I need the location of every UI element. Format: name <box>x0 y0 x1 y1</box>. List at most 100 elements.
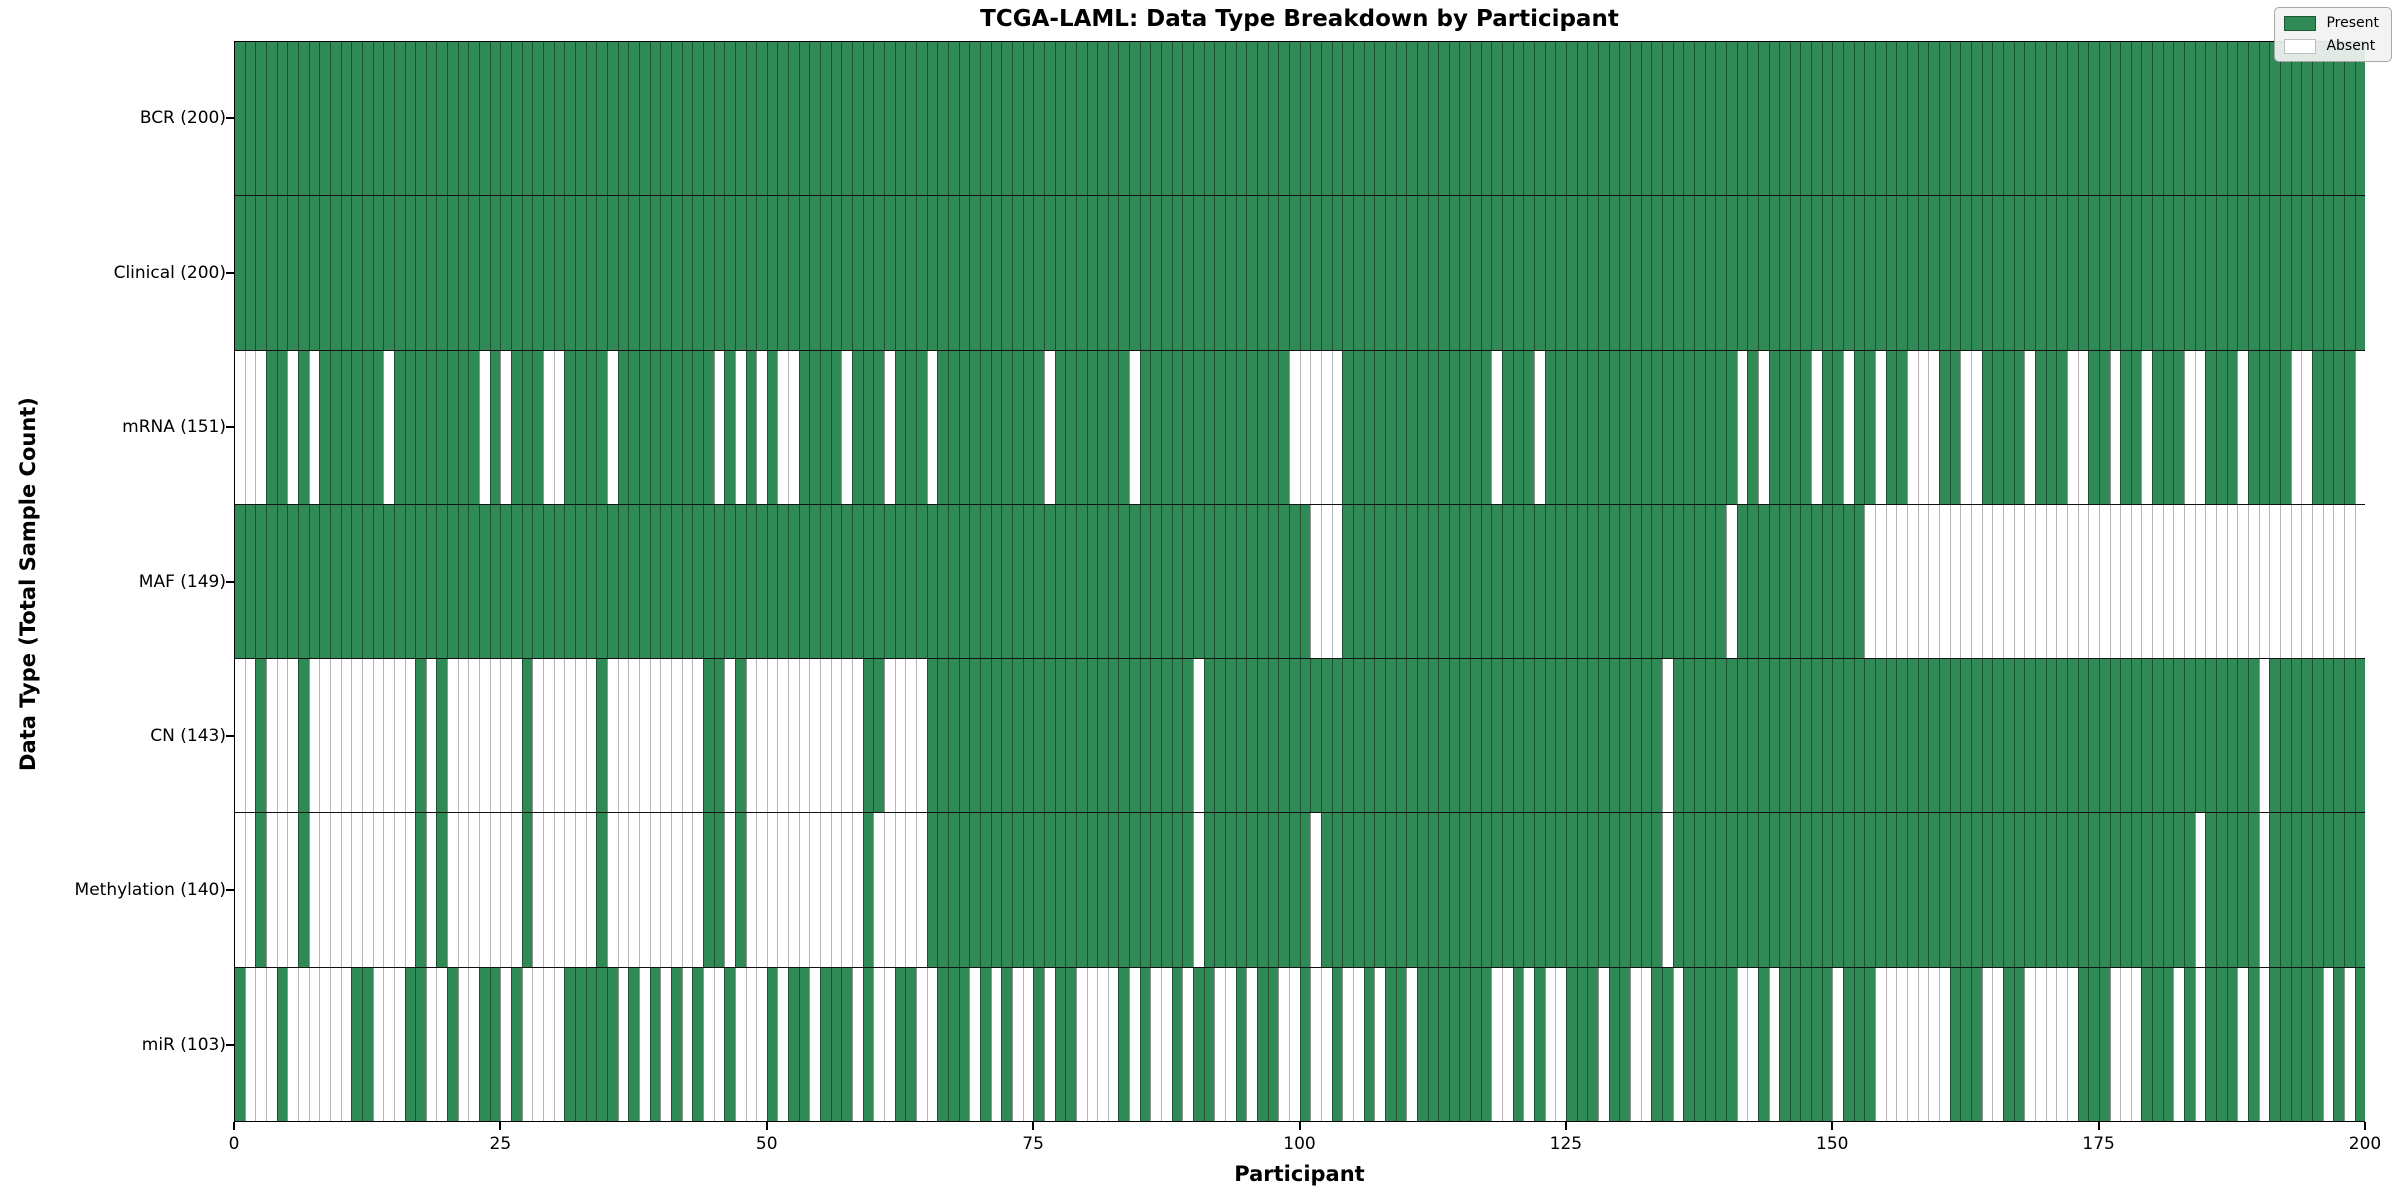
cell-miR-p126 <box>1576 967 1588 1121</box>
cell-miR-p97 <box>1267 967 1279 1121</box>
cell-MAF-p108 <box>1384 504 1396 659</box>
cell-miR-p165 <box>1992 967 2003 1121</box>
cell-CN-p17 <box>415 659 426 813</box>
cell-MAF-p188 <box>2237 504 2249 659</box>
cell-mRNA-p81 <box>1097 350 1108 504</box>
cell-CN-p76 <box>1043 659 1055 813</box>
cell-MAF-p147 <box>1800 504 1812 659</box>
cell-Clinical-p199 <box>2354 196 2366 350</box>
cell-Methylation-p160 <box>1939 813 1950 967</box>
cell-CN-p5 <box>287 659 298 813</box>
cell-Methylation-p81 <box>1097 813 1108 967</box>
cell-mRNA-p96 <box>1257 350 1268 504</box>
cell-miR-p65 <box>926 967 938 1121</box>
cell-Methylation-p127 <box>1587 813 1598 967</box>
cell-MAF-p140 <box>1725 504 1737 659</box>
cell-miR-p136 <box>1683 967 1694 1121</box>
cell-Clinical-p140 <box>1725 196 1737 350</box>
cell-miR-p58 <box>852 967 863 1121</box>
cell-BCR-p101 <box>1310 42 1321 196</box>
cell-mRNA-p99 <box>1288 350 1300 504</box>
cell-CN-p186 <box>2216 659 2227 813</box>
cell-miR-p21 <box>457 967 469 1121</box>
cell-mRNA-p50 <box>766 350 778 504</box>
cell-CN-p102 <box>1320 659 1332 813</box>
cell-MAF-p126 <box>1576 504 1588 659</box>
cell-MAF-p184 <box>2194 504 2206 659</box>
cell-Methylation-p100 <box>1299 813 1311 967</box>
cell-Clinical-p49 <box>756 196 767 350</box>
cell-mRNA-p131 <box>1629 350 1641 504</box>
cell-MAF-p28 <box>532 504 544 659</box>
cell-CN-p9 <box>329 659 341 813</box>
cell-miR-p135 <box>1672 967 1684 1121</box>
cell-BCR-p74 <box>1022 42 1034 196</box>
cell-mRNA-p130 <box>1619 350 1630 504</box>
cell-Clinical-p187 <box>2226 196 2238 350</box>
cell-Methylation-p44 <box>702 813 714 967</box>
cell-MAF-p75 <box>1033 504 1044 659</box>
cell-MAF-p191 <box>2269 504 2280 659</box>
cell-MAF-p35 <box>606 504 618 659</box>
cell-CN-p187 <box>2226 659 2238 813</box>
cell-Clinical-p120 <box>1512 196 1524 350</box>
cell-miR-p107 <box>1374 967 1385 1121</box>
cell-miR-p85 <box>1139 967 1151 1121</box>
cell-CN-p107 <box>1374 659 1385 813</box>
cell-mRNA-p181 <box>2162 350 2174 504</box>
cell-miR-p166 <box>2002 967 2014 1121</box>
cell-mRNA-p136 <box>1683 350 1694 504</box>
cell-Methylation-p177 <box>2120 813 2131 967</box>
cell-Clinical-p177 <box>2120 196 2131 350</box>
cell-BCR-p154 <box>1875 42 1886 196</box>
cell-mRNA-p57 <box>841 350 853 504</box>
cell-MAF-p160 <box>1939 504 1950 659</box>
cell-miR-p153 <box>1864 967 1876 1121</box>
cell-CN-p153 <box>1864 659 1876 813</box>
cell-miR-p160 <box>1939 967 1950 1121</box>
cell-BCR-p50 <box>766 42 778 196</box>
cell-miR-p122 <box>1534 967 1545 1121</box>
cell-CN-p156 <box>1896 659 1908 813</box>
cell-mRNA-p59 <box>862 350 874 504</box>
cell-mRNA-p75 <box>1033 350 1044 504</box>
cell-miR-p101 <box>1310 967 1321 1121</box>
cell-Methylation-p36 <box>617 813 629 967</box>
cell-CN-p37 <box>628 659 639 813</box>
cell-mRNA-p107 <box>1374 350 1385 504</box>
cell-BCR-p97 <box>1267 42 1279 196</box>
cell-Methylation-p147 <box>1800 813 1812 967</box>
cell-CN-p140 <box>1725 659 1737 813</box>
cell-CN-p83 <box>1118 659 1130 813</box>
cell-Clinical-p63 <box>905 196 916 350</box>
cell-miR-p86 <box>1150 967 1162 1121</box>
cell-MAF-p195 <box>2311 504 2323 659</box>
cell-BCR-p40 <box>660 42 671 196</box>
cell-BCR-p100 <box>1299 42 1311 196</box>
cell-MAF-p89 <box>1182 504 1194 659</box>
cell-Methylation-p141 <box>1736 813 1748 967</box>
cell-MAF-p192 <box>2280 504 2291 659</box>
cell-Clinical-p174 <box>2088 196 2099 350</box>
cell-miR-p26 <box>511 967 522 1121</box>
cell-Methylation-p59 <box>862 813 874 967</box>
cell-Methylation-p66 <box>937 813 948 967</box>
cell-BCR-p80 <box>1086 42 1098 196</box>
cell-CN-p115 <box>1459 659 1471 813</box>
cell-BCR-p143 <box>1757 42 1769 196</box>
cell-mRNA-p47 <box>734 350 746 504</box>
cell-mRNA-p109 <box>1395 350 1407 504</box>
cell-BCR-p177 <box>2120 42 2131 196</box>
cell-miR-p7 <box>308 967 320 1121</box>
cell-Clinical-p168 <box>2024 196 2035 350</box>
cell-CN-p32 <box>575 659 586 813</box>
cell-mRNA-p41 <box>670 350 682 504</box>
cell-Clinical-p101 <box>1310 196 1321 350</box>
cell-Methylation-p11 <box>351 813 362 967</box>
cell-BCR-p11 <box>351 42 362 196</box>
cell-Clinical-p0 <box>235 196 245 350</box>
cell-Clinical-p146 <box>1789 196 1801 350</box>
cell-mRNA-p52 <box>788 350 799 504</box>
cell-CN-p35 <box>606 659 618 813</box>
cell-BCR-p146 <box>1789 42 1801 196</box>
